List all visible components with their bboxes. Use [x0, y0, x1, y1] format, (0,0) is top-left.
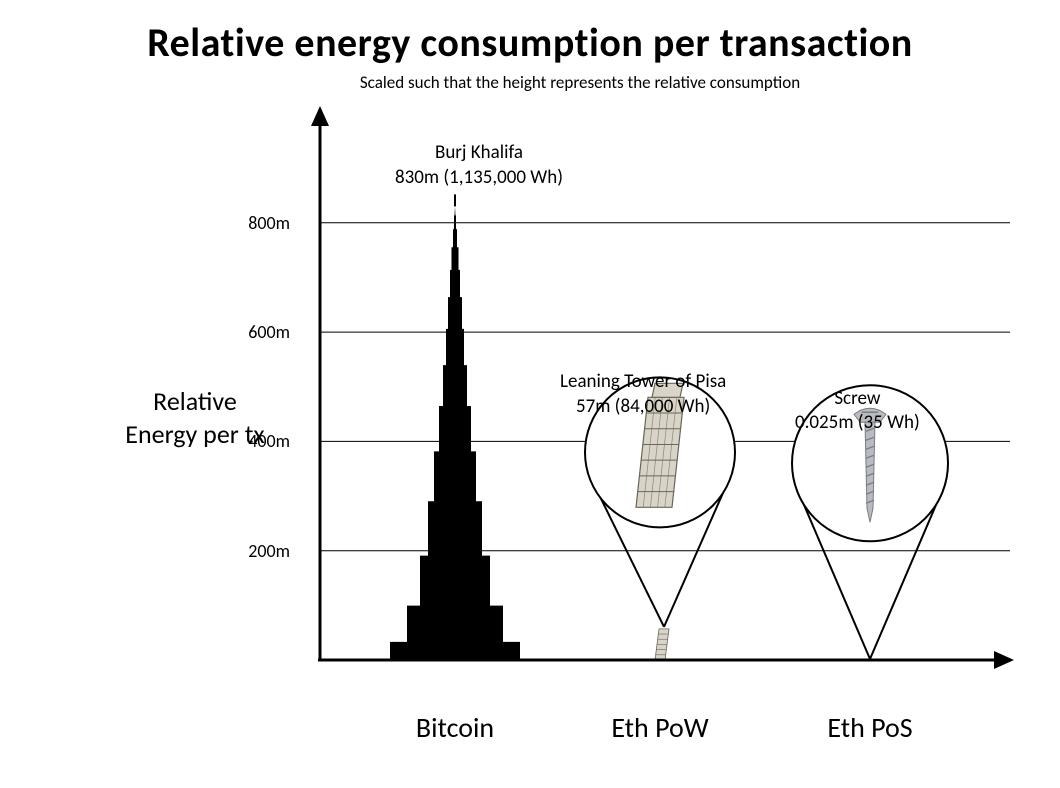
- chart-subtitle: Scaled such that the height represents t…: [320, 72, 840, 93]
- item-label-line2: 57m (84,000 Wh): [560, 395, 726, 420]
- item-label-bitcoin: Burj Khalifa 830m (1,135,000 Wh): [395, 141, 563, 190]
- y-tick-label: 200m: [248, 540, 290, 562]
- chart-title: Relative energy consumption per transact…: [0, 18, 1060, 67]
- y-tick-label: 600m: [248, 321, 290, 343]
- y-axis-label-line1: Relative: [110, 385, 280, 418]
- item-label-line2: 0.025m (35 Wh): [795, 411, 920, 436]
- item-label-line1: Screw: [795, 387, 920, 412]
- item-label-line1: Leaning Tower of Pisa: [560, 370, 726, 395]
- item-label-eth-pow: Leaning Tower of Pisa 57m (84,000 Wh): [560, 370, 726, 419]
- chart-area: 200m 400m 600m 800m Bitcoin Eth PoW Eth …: [300, 100, 1020, 690]
- item-label-eth-pos: Screw 0.025m (35 Wh): [795, 387, 920, 436]
- x-category-label: Bitcoin: [416, 710, 494, 745]
- x-category-label: Eth PoW: [611, 710, 708, 745]
- y-tick-label: 800m: [248, 212, 290, 234]
- x-category-label: Eth PoS: [827, 710, 912, 745]
- item-label-line1: Burj Khalifa: [395, 141, 563, 166]
- item-label-line2: 830m (1,135,000 Wh): [395, 166, 563, 191]
- y-tick-label: 400m: [248, 430, 290, 452]
